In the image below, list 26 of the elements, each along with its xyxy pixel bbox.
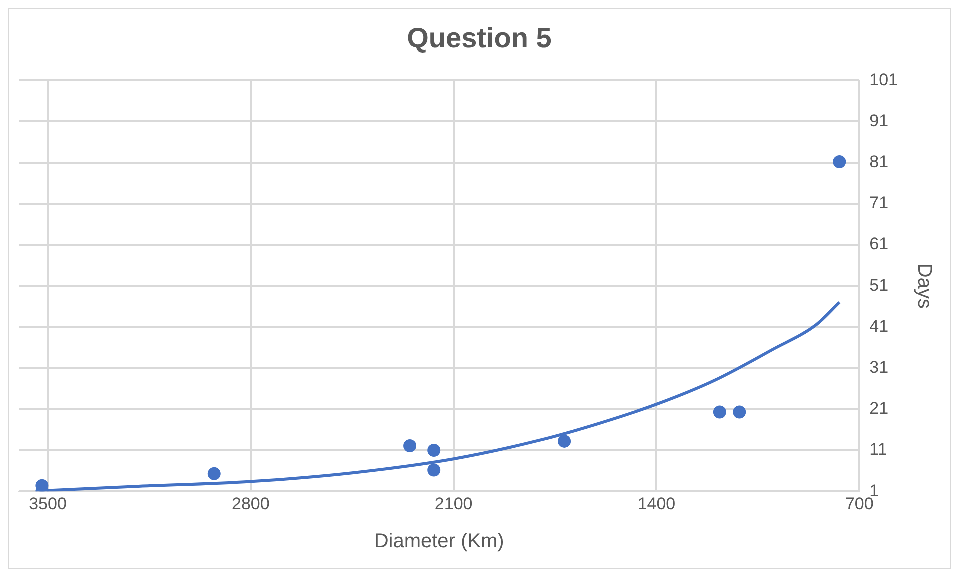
y-tick-label: 81 bbox=[870, 152, 889, 172]
point bbox=[733, 406, 746, 419]
y-tick-label: 41 bbox=[870, 316, 889, 336]
y-tick-label: 31 bbox=[870, 358, 889, 377]
point bbox=[833, 155, 846, 168]
point bbox=[713, 406, 726, 419]
y-tick-label: 91 bbox=[870, 111, 889, 130]
point bbox=[558, 434, 572, 448]
y-tick-label: 101 bbox=[870, 70, 898, 90]
y-tick-label: 11 bbox=[870, 440, 888, 460]
point bbox=[208, 467, 221, 480]
x-tick-label: 2100 bbox=[434, 494, 473, 514]
point bbox=[428, 464, 441, 477]
y-tick-label: 61 bbox=[870, 234, 889, 254]
y-tick-label: 21 bbox=[870, 399, 889, 418]
y-tick-label: 71 bbox=[870, 194, 889, 213]
y-axis-title: Days bbox=[913, 263, 936, 309]
x-axis-title: Diameter (Km) bbox=[374, 530, 504, 553]
x-tick-label: 700 bbox=[845, 494, 874, 514]
x-tick-label: 2800 bbox=[232, 494, 270, 514]
x-tick-label: 3500 bbox=[29, 494, 67, 514]
chart-title: Question 5 bbox=[407, 22, 552, 54]
point bbox=[404, 439, 417, 452]
y-tick-label: 51 bbox=[870, 276, 889, 295]
point bbox=[428, 444, 441, 457]
x-tick-label: 1400 bbox=[638, 494, 676, 514]
